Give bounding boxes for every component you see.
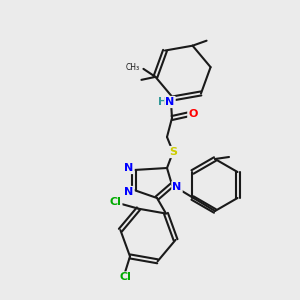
Text: N: N bbox=[165, 97, 175, 107]
Text: N: N bbox=[124, 187, 134, 197]
Text: N: N bbox=[172, 182, 182, 192]
Text: N: N bbox=[124, 163, 134, 173]
Text: Cl: Cl bbox=[119, 272, 131, 282]
Text: O: O bbox=[188, 109, 198, 119]
Text: Cl: Cl bbox=[110, 197, 122, 207]
Text: H: H bbox=[158, 97, 168, 107]
Text: CH₃: CH₃ bbox=[125, 63, 140, 72]
Text: S: S bbox=[169, 147, 177, 157]
